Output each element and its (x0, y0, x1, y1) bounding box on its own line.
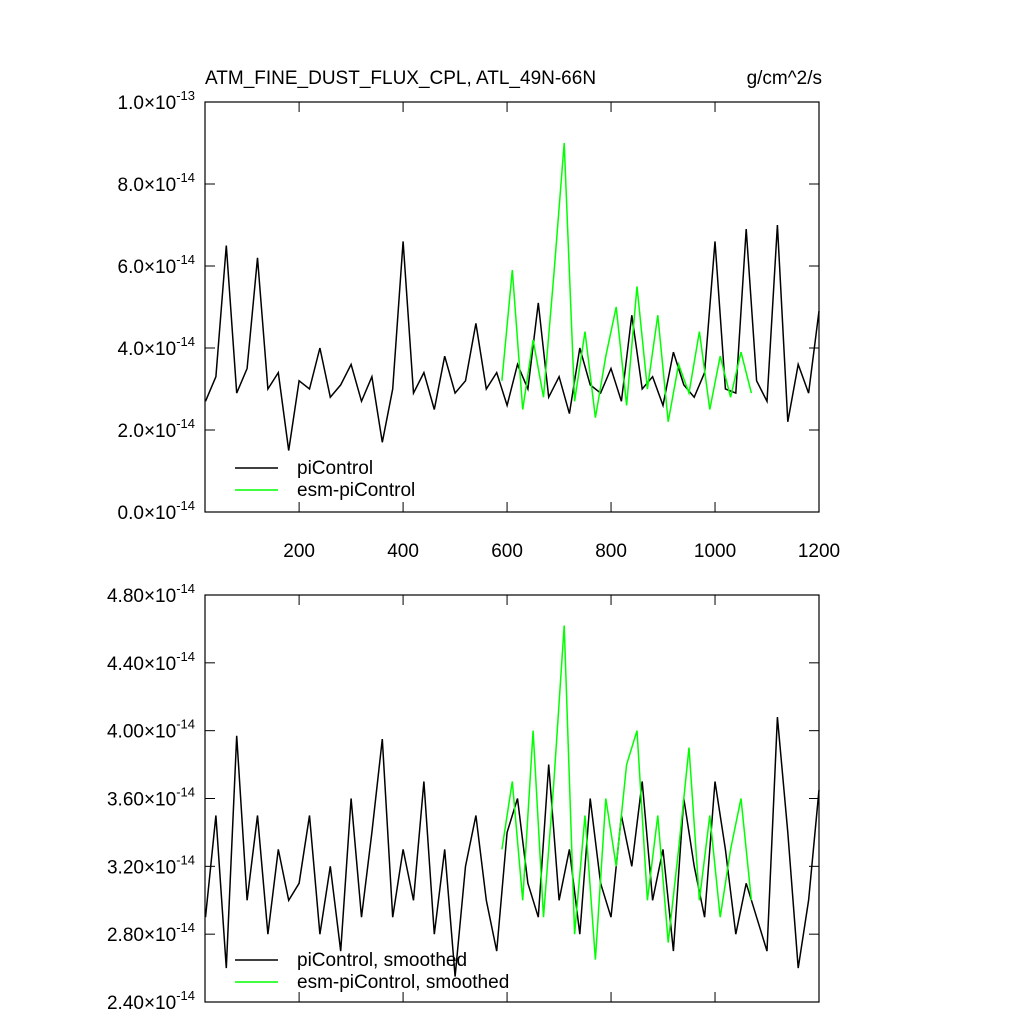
y-tick-mantissa: 4.40×10 (107, 654, 176, 675)
x-tick-label: 1000 (694, 541, 736, 562)
x-tick-label: 400 (387, 541, 419, 562)
y-tick-mantissa: 2.0×10 (118, 421, 177, 442)
y-tick-exponent: -14 (176, 717, 195, 732)
y-tick-exponent: -14 (176, 920, 195, 935)
y-tick-exponent: -14 (176, 334, 195, 349)
y-tick-mantissa: 2.80×10 (107, 925, 176, 946)
legend-label: piControl, smoothed (297, 950, 467, 971)
y-tick-label: 2.0×10-14 (118, 416, 195, 442)
legend-label: esm-piControl (297, 480, 415, 501)
y-tick-label: 1.0×10-13 (118, 88, 195, 114)
y-tick-label: 2.40×10-14 (107, 988, 195, 1014)
y-tick-label: 3.60×10-14 (107, 785, 195, 811)
chart-title: ATM_FINE_DUST_FLUX_CPL, ATL_49N-66N (205, 68, 596, 89)
legend-label: piControl (297, 458, 373, 479)
x-tick-label: 1200 (798, 541, 840, 562)
series-line (204, 224, 820, 451)
y-tick-label: 2.80×10-14 (107, 920, 195, 946)
y-tick-label: 4.0×10-14 (118, 334, 195, 360)
series-line (204, 717, 820, 977)
y-tick-label: 0.0×10-14 (118, 498, 195, 524)
y-tick-label: 6.0×10-14 (118, 252, 195, 278)
y-tick-mantissa: 3.60×10 (107, 790, 176, 811)
y-tick-mantissa: 4.80×10 (107, 586, 176, 607)
y-tick-label: 4.00×10-14 (107, 717, 195, 743)
y-tick-exponent: -14 (176, 498, 195, 513)
y-tick-label: 8.0×10-14 (118, 170, 195, 196)
y-tick-exponent: -13 (176, 88, 195, 103)
y-tick-mantissa: 3.20×10 (107, 857, 176, 878)
y-tick-mantissa: 4.00×10 (107, 722, 176, 743)
plot-frame (204, 594, 820, 1003)
y-tick-label: 3.20×10-14 (107, 852, 195, 878)
y-tick-mantissa: 6.0×10 (118, 257, 177, 278)
x-tick-label: 800 (595, 541, 627, 562)
y-tick-exponent: -14 (176, 852, 195, 867)
y-tick-exponent: -14 (176, 252, 195, 267)
y-tick-exponent: -14 (176, 581, 195, 596)
series-line (501, 142, 753, 422)
units-label: g/cm^2/s (747, 68, 822, 89)
y-tick-exponent: -14 (176, 416, 195, 431)
y-tick-label: 4.80×10-14 (107, 581, 195, 607)
y-tick-mantissa: 4.0×10 (118, 339, 177, 360)
y-tick-exponent: -14 (176, 785, 195, 800)
legend-label: esm-piControl, smoothed (297, 972, 509, 993)
x-tick-label: 200 (283, 541, 315, 562)
y-tick-mantissa: 1.0×10 (118, 93, 177, 114)
y-tick-mantissa: 8.0×10 (118, 175, 177, 196)
y-tick-mantissa: 0.0×10 (118, 503, 177, 524)
y-tick-label: 4.40×10-14 (107, 649, 195, 675)
plot-frame (204, 101, 820, 513)
y-tick-exponent: -14 (176, 170, 195, 185)
y-tick-mantissa: 2.40×10 (107, 993, 176, 1014)
x-tick-label: 600 (491, 541, 523, 562)
y-tick-exponent: -14 (176, 649, 195, 664)
series-line (501, 625, 753, 960)
y-tick-exponent: -14 (176, 988, 195, 1003)
